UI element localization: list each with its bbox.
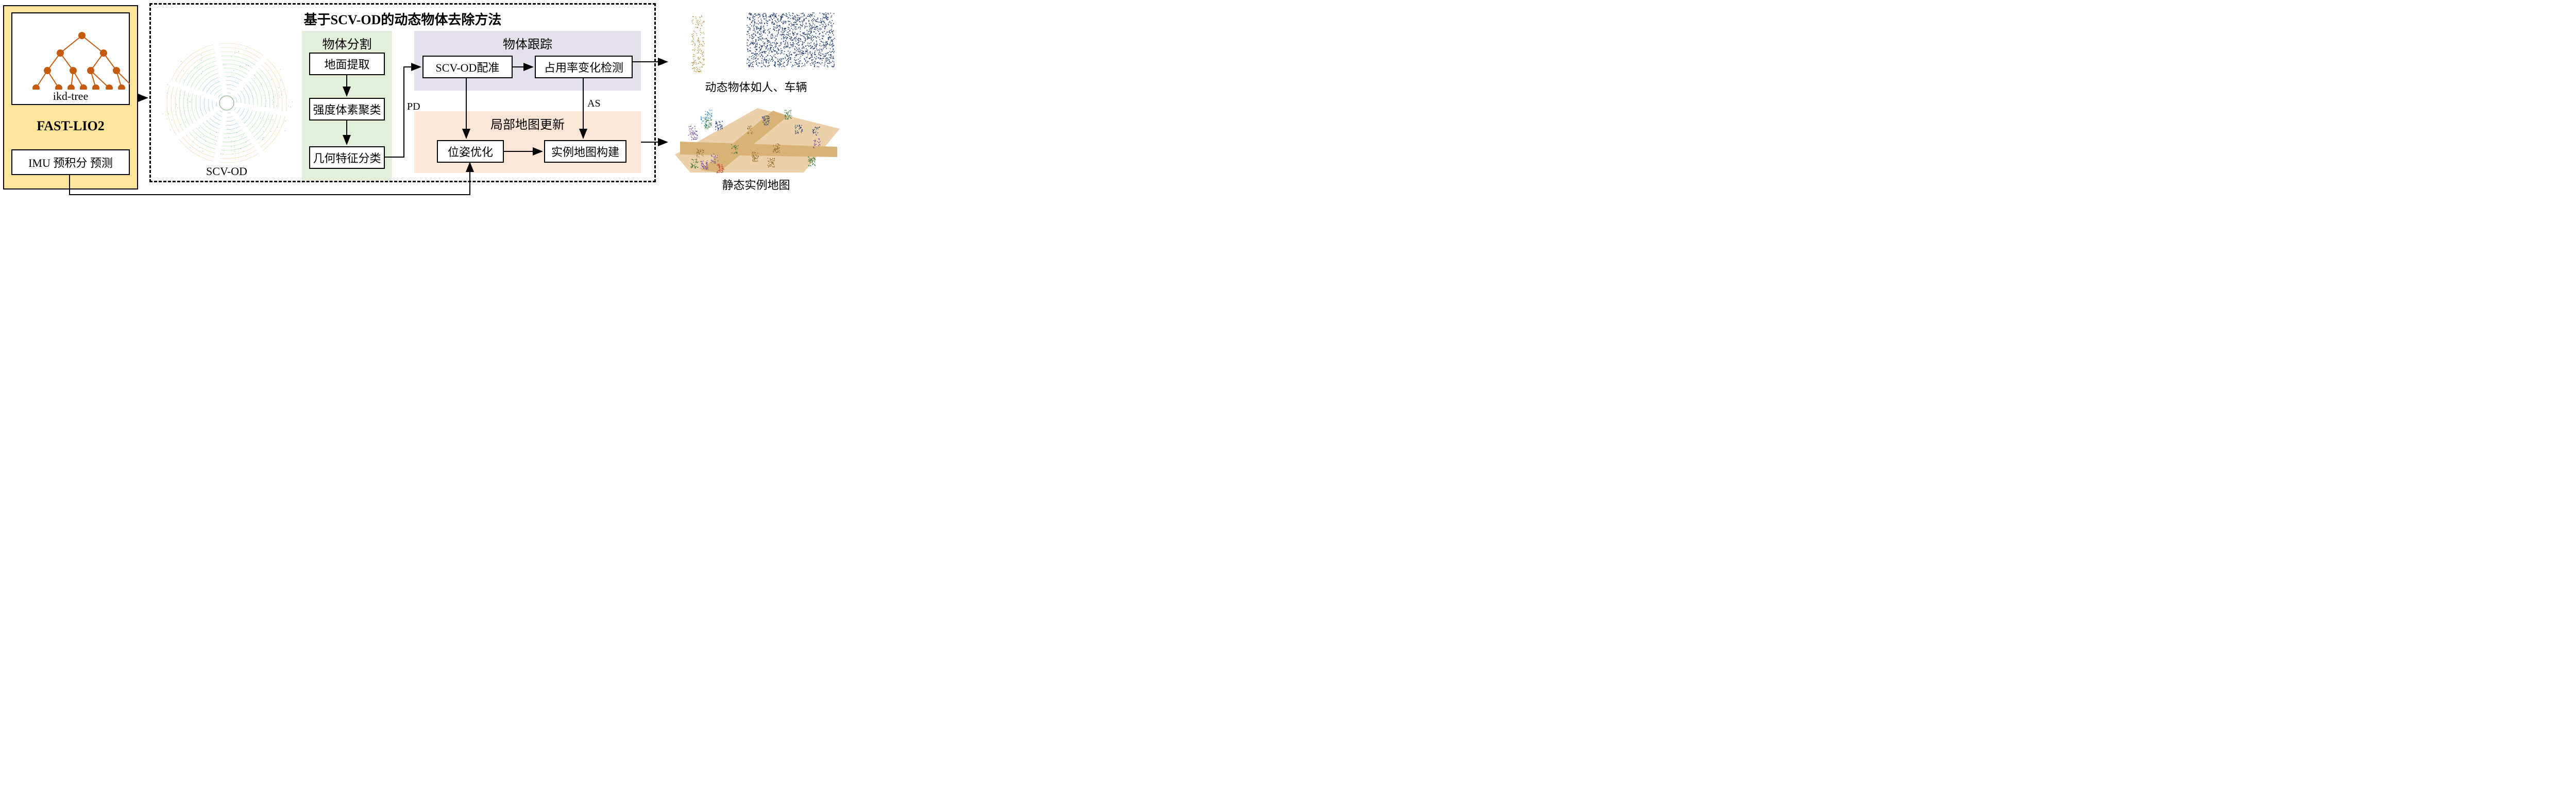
imu-text: IMU 预积分 预测 — [28, 154, 113, 170]
seg-ground-text: 地面提取 — [324, 56, 369, 72]
diagram-root: ikd-tree FAST-LIO2 IMU 预积分 预测 基于SCV-OD的动… — [0, 0, 849, 198]
seg-box-classify: 几何特征分类 — [309, 146, 385, 169]
static-output-label: 静态实例地图 — [670, 176, 842, 193]
track-occ-text: 占用率变化检测 — [544, 59, 623, 75]
main-title: 基于SCV-OD的动态物体去除方法 — [149, 9, 656, 28]
seg-classify-text: 几何特征分类 — [313, 149, 381, 166]
map-pose-text: 位姿优化 — [448, 143, 493, 160]
map-title: 局部地图更新 — [414, 114, 641, 132]
dynamic-output-label: 动态物体如人、车辆 — [670, 78, 842, 95]
map-box-inst: 实例地图构建 — [544, 140, 626, 163]
pd-label: PD — [407, 101, 420, 113]
track-scvod-text: SCV-OD配准 — [436, 59, 500, 75]
scv-od-label: SCV-OD — [160, 165, 294, 178]
map-inst-text: 实例地图构建 — [551, 143, 619, 160]
fastlio-title: FAST-LIO2 — [11, 118, 130, 134]
track-box-scvod: SCV-OD配准 — [422, 56, 513, 78]
static-output-graphic — [670, 98, 842, 175]
scv-od-graphic — [160, 31, 294, 165]
dynamic-output-graphic — [670, 5, 842, 77]
ikd-tree-label: ikd-tree — [53, 90, 88, 103]
ikd-tree-box: ikd-tree — [11, 12, 130, 105]
map-box-pose: 位姿优化 — [437, 140, 504, 163]
track-box-occ: 占用率变化检测 — [535, 56, 633, 78]
seg-title: 物体分割 — [302, 34, 392, 52]
seg-cluster-text: 强度体素聚类 — [313, 101, 381, 117]
as-label: AS — [587, 98, 601, 110]
track-title: 物体跟踪 — [414, 34, 641, 52]
ikd-tree-graphic — [11, 15, 130, 90]
seg-box-cluster: 强度体素聚类 — [309, 98, 385, 120]
imu-box: IMU 预积分 预测 — [11, 149, 130, 175]
seg-box-ground: 地面提取 — [309, 53, 385, 75]
